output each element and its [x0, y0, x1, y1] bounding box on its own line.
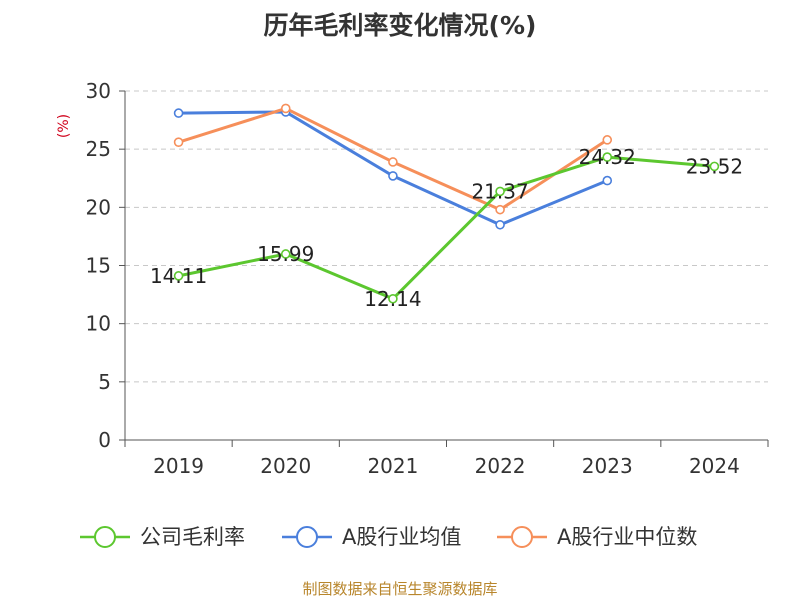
y-tick-label: 25 — [86, 137, 111, 161]
legend: 公司毛利率 A股行业均值 A股行业中位数 — [80, 525, 697, 549]
legend-marker — [94, 526, 116, 548]
data-label: 12.14 — [364, 287, 421, 311]
data-label: 14.11 — [150, 264, 207, 288]
y-tick-label: 20 — [86, 195, 111, 219]
data-point — [280, 103, 291, 114]
data-label: 23.52 — [686, 154, 743, 178]
legend-label: A股行业均值 — [342, 525, 461, 549]
x-tick-label: 2024 — [689, 454, 740, 478]
legend-label: 公司毛利率 — [140, 525, 245, 549]
data-point — [388, 171, 398, 181]
x-tick-label: 2022 — [475, 454, 526, 478]
legend-marker — [511, 526, 533, 548]
data-label: 15.99 — [257, 242, 314, 266]
y-tick-label: 10 — [86, 312, 111, 336]
data-point — [173, 271, 184, 281]
legend-marker — [296, 526, 318, 548]
data-point — [173, 108, 184, 118]
series-group — [173, 103, 720, 304]
data-point — [280, 249, 291, 259]
x-tick-label: 2020 — [260, 454, 311, 478]
y-tick-label: 15 — [86, 254, 111, 278]
data-label: 21.37 — [471, 179, 528, 203]
gridlines — [125, 90, 768, 383]
data-point — [602, 152, 613, 162]
y-tick-label: 5 — [98, 370, 111, 394]
x-tick-label: 2019 — [153, 454, 204, 478]
data-point — [388, 293, 398, 304]
x-tick-label: 2021 — [367, 454, 418, 478]
series-line — [178, 110, 608, 227]
x-tick-label: 2023 — [582, 454, 633, 478]
legend-label: A股行业中位数 — [557, 525, 697, 549]
data-point — [495, 219, 505, 230]
source-note: 制图数据来自恒生聚源数据库 — [302, 580, 498, 598]
data-point — [495, 186, 505, 197]
y-axis-label: (%) — [56, 114, 72, 138]
data-point — [602, 175, 613, 186]
data-labels: 14.11 15.99 12.14 21.37 24.32 23.52 — [150, 145, 743, 311]
chart-title: 历年毛利率变化情况(%) — [263, 11, 537, 40]
data-point — [173, 137, 184, 147]
data-label: 24.32 — [579, 145, 636, 169]
y-tick-label: 30 — [86, 79, 111, 103]
data-point — [709, 161, 720, 172]
data-point — [495, 204, 505, 215]
series-line — [178, 155, 715, 301]
axes: 0 5 10 15 20 25 30 2019 2020 2021 2022 2023 2024 (%) — [56, 79, 769, 478]
data-point — [388, 157, 398, 167]
data-point — [602, 135, 613, 145]
y-tick-label: 0 — [98, 428, 111, 452]
